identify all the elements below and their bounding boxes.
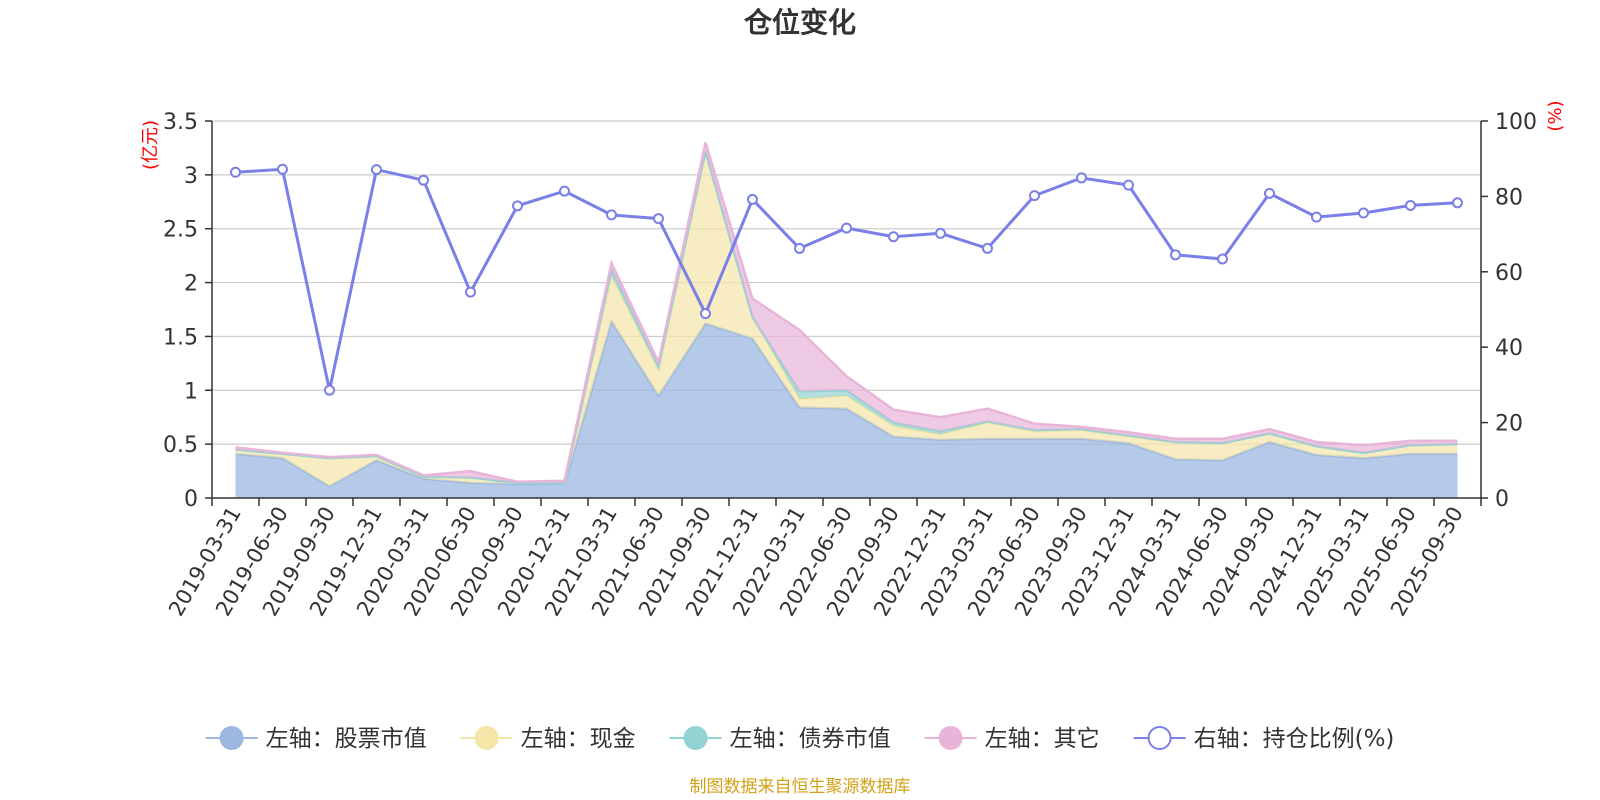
right-axis-tick-label: 80 — [1495, 185, 1523, 210]
right-axis-tick-label: 0 — [1495, 487, 1509, 512]
legend-label: 右轴：持仓比例(%) — [1194, 726, 1395, 752]
ratio-point — [277, 163, 288, 175]
legend-label: 左轴：其它 — [985, 726, 1100, 752]
left-axis-tick-label: 1.5 — [163, 325, 198, 350]
left-axis-tick-label: 0 — [184, 487, 198, 512]
left-axis-tick-label: 3.5 — [163, 110, 198, 135]
ratio-line-series — [230, 163, 1463, 396]
ratio-point — [700, 308, 711, 320]
ratio-point — [465, 286, 476, 298]
legend-label: 左轴：债券市值 — [730, 726, 891, 752]
area-4 — [235, 142, 1458, 483]
ratio-point — [1170, 249, 1181, 261]
ratio-point — [1029, 190, 1040, 202]
data-source-note: 制图数据来自恒生聚源数据库 — [690, 777, 911, 797]
ratio-point — [230, 166, 241, 178]
legend-label: 左轴：股票市值 — [266, 726, 427, 752]
left-axis-tick-label: 3 — [184, 164, 198, 189]
ratio-line — [235, 167, 1458, 391]
legend-circle-icon — [219, 726, 244, 750]
ratio-point — [371, 164, 382, 176]
ratio-point — [1217, 253, 1228, 265]
legend-circle-icon — [1147, 726, 1172, 750]
ratio-point — [794, 242, 805, 254]
axes: 00.511.522.533.50204060801002019-03-3120… — [163, 110, 1537, 620]
legend-circle-icon — [683, 726, 708, 750]
ratio-point — [1076, 172, 1087, 184]
ratio-point — [1311, 211, 1322, 223]
left-axis-tick-label: 2.5 — [163, 218, 198, 243]
legend-circle-icon — [938, 726, 963, 750]
ratio-point — [841, 222, 852, 234]
right-axis-tick-label: 100 — [1495, 110, 1537, 135]
legend: 左轴：股票市值 左轴：现金 左轴：债券市值 左轴：其它 右轴：持仓比例(%) — [205, 726, 1395, 752]
right-axis-unit: (%) — [1545, 100, 1566, 131]
ratio-point — [512, 200, 523, 212]
ratio-point — [653, 213, 664, 225]
left-axis-tick-label: 2 — [184, 272, 198, 297]
right-axis-tick-label: 40 — [1495, 336, 1523, 361]
ratio-point — [1123, 179, 1134, 191]
ratio-point — [982, 242, 993, 254]
ratio-point — [1405, 199, 1416, 211]
ratio-point — [1452, 197, 1463, 209]
ratio-point — [747, 193, 758, 205]
ratio-point — [606, 209, 617, 221]
area-series — [235, 142, 1458, 498]
left-axis-unit: (亿元) — [140, 120, 161, 170]
area-edge-4 — [235, 142, 1458, 484]
chart-title: 仓位变化 — [744, 6, 856, 39]
area-2 — [235, 151, 1458, 487]
ratio-point — [418, 174, 429, 186]
ratio-point — [324, 384, 335, 396]
left-axis-tick-label: 1 — [184, 379, 198, 404]
right-axis-tick-label: 60 — [1495, 261, 1523, 286]
ratio-point — [888, 231, 899, 243]
ratio-point — [559, 185, 570, 197]
ratio-point — [1358, 207, 1369, 219]
legend-label: 左轴：现金 — [521, 726, 636, 752]
ratio-point — [1264, 187, 1275, 199]
legend-circle-icon — [474, 726, 499, 750]
ratio-point — [935, 227, 946, 239]
right-axis-tick-label: 20 — [1495, 412, 1523, 437]
left-axis-tick-label: 0.5 — [163, 433, 198, 458]
